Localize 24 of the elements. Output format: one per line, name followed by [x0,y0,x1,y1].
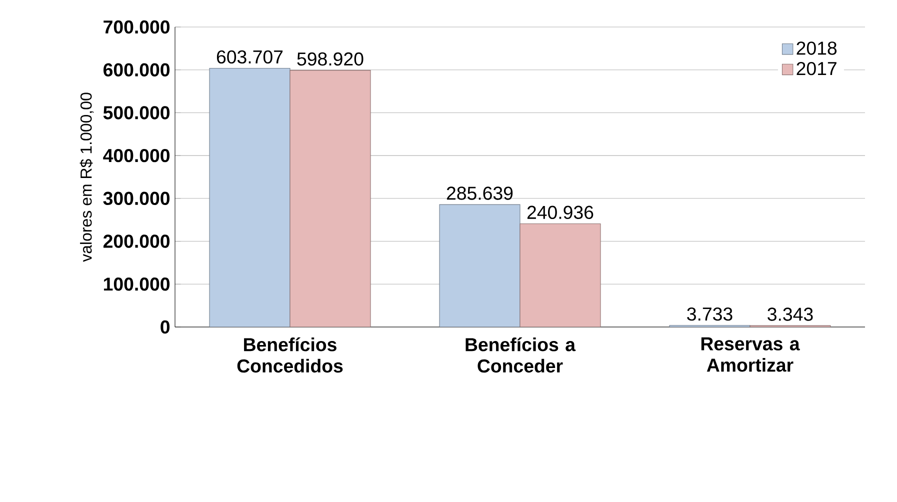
data-label: 285.639 [446,186,513,200]
x-tick-label: Reservas a Amortizar [701,337,800,372]
y-tick-label: 100.000 [104,278,170,291]
y-axis-title: valores em R$ 1.000,00 [80,92,94,262]
data-label: 240.936 [527,206,594,220]
y-tick-label: 500.000 [103,106,170,120]
legend-label: 2017 [796,62,836,76]
x-tick-label: Benefícios a Conceder [466,337,576,373]
y-tick-label: 200.000 [103,234,170,248]
data-label: 3.733 [687,307,732,321]
bar [439,204,520,327]
y-tick-label: 600.000 [104,63,170,76]
y-tick-label: 300.000 [103,192,170,206]
data-label: 603.707 [216,50,283,64]
data-label: 3.343 [768,308,813,321]
bar [290,70,371,327]
x-tick-label: Benefícios Concedidos [237,337,343,373]
y-tick-label: 700.000 [104,20,170,34]
bar [209,68,290,327]
legend-label: 2018 [796,42,837,55]
y-tick-label: 0 [160,320,170,334]
bar [520,223,601,327]
y-tick-label: 400.000 [103,148,170,162]
data-label: 598.920 [297,52,364,66]
